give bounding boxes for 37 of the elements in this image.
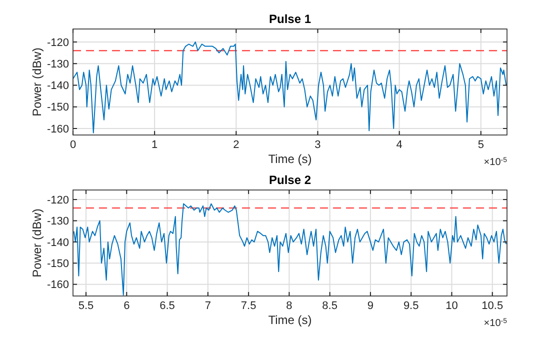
x-tick-label: 6 bbox=[124, 300, 130, 312]
line-series bbox=[73, 203, 507, 296]
y-axis-title: Power (dBw) bbox=[30, 208, 44, 278]
y-tick-label: -150 bbox=[46, 102, 69, 114]
x-tick-label: 2 bbox=[233, 139, 240, 151]
x-tick-label: 9.5 bbox=[403, 300, 419, 312]
x-tick-label: 8.5 bbox=[322, 300, 338, 312]
y-tick-label: -120 bbox=[46, 36, 69, 49]
x-tick-label: 6.5 bbox=[160, 300, 175, 312]
chart-title: Pulse 2 bbox=[268, 173, 312, 187]
y-tick-label: -160 bbox=[46, 279, 69, 292]
y-tick-label: -140 bbox=[46, 236, 69, 249]
y-tick-label: -160 bbox=[46, 123, 69, 136]
y-tick-label: -120 bbox=[46, 194, 69, 206]
y-tick-label: -140 bbox=[46, 80, 69, 92]
x-tick-label: 10 bbox=[446, 300, 458, 312]
x-tick-label: 7 bbox=[204, 300, 211, 312]
x-tick-label: 5.5 bbox=[78, 300, 94, 312]
y-axis-title: Power (dBw) bbox=[30, 48, 44, 116]
y-tick-label: -130 bbox=[46, 58, 69, 70]
x-axis-title: Time (s) bbox=[268, 313, 312, 327]
text: ×10$^{-5}$ bbox=[484, 156, 508, 168]
x-tick-label: 7.5 bbox=[240, 300, 256, 312]
x-tick-label: 5 bbox=[478, 139, 484, 151]
text: ×10$^{-5}$ bbox=[484, 318, 508, 329]
y-tick-label: -130 bbox=[46, 216, 69, 228]
x-axis-title: Time (s) bbox=[268, 152, 312, 166]
x-tick-label: 10.5 bbox=[482, 300, 504, 312]
x-tick-label: 1 bbox=[152, 139, 158, 151]
x-tick-label: 3 bbox=[314, 139, 321, 151]
x-tick-label: 8 bbox=[286, 300, 292, 312]
y-tick-label: -150 bbox=[46, 258, 69, 270]
x-tick-label: 9 bbox=[367, 300, 374, 312]
x-tick-label: 4 bbox=[396, 139, 402, 151]
line-series bbox=[73, 41, 507, 134]
chart-title: Pulse 1 bbox=[268, 12, 312, 26]
x-tick-label: 0 bbox=[70, 139, 76, 151]
